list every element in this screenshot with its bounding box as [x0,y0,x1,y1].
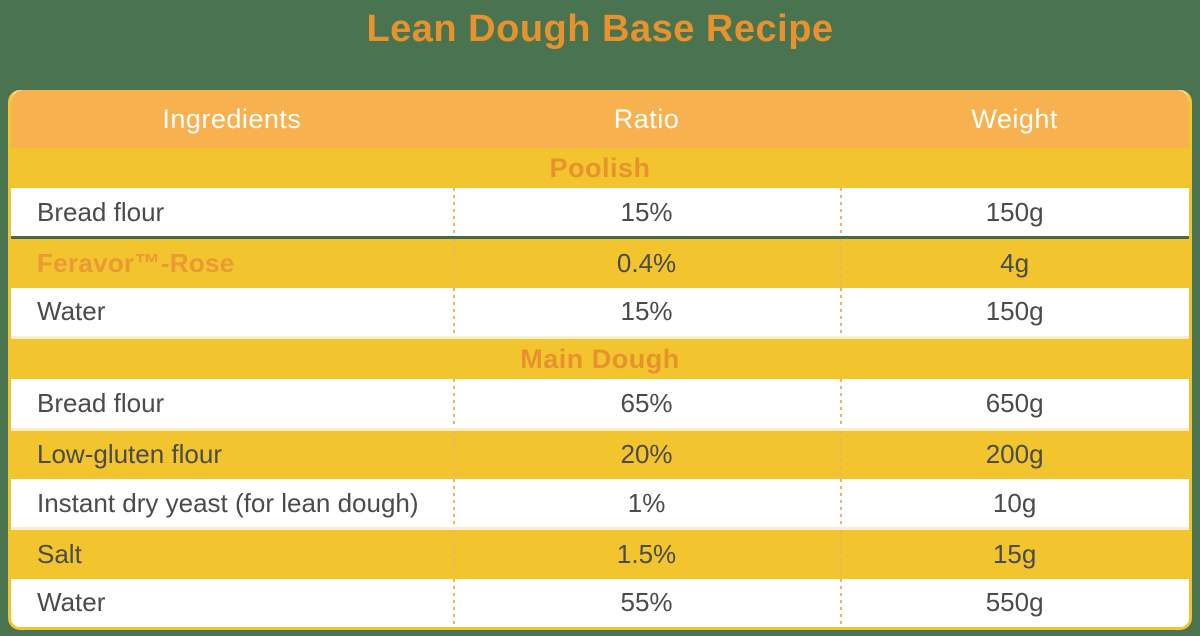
column-header-weight: Weight [971,103,1058,134]
ratio-cell: 15% [620,196,673,227]
ingredient-cell: Bread flour [37,196,165,227]
column-separator [452,287,455,337]
page-title: Lean Dough Base Recipe [366,8,834,50]
title-bar: Lean Dough Base Recipe [0,0,1200,90]
ratio-cell: 20% [620,439,673,470]
column-separator [840,578,843,627]
table-row: Salt 1.5% 15g [11,530,1189,579]
ingredient-cell: Feravor™-Rose [37,248,235,279]
column-separator [452,239,455,288]
section-header-poolish: Poolish [11,148,1189,188]
column-separator [840,478,843,528]
column-header-ratio: Ratio [613,103,680,134]
column-separator [452,578,455,627]
ratio-cell: 65% [620,387,673,418]
weight-cell: 550g [985,587,1044,618]
ratio-cell: 55% [620,587,673,618]
table-row: Water 15% 150g [11,287,1189,340]
weight-cell: 650g [985,387,1044,418]
ingredient-cell: Bread flour [37,387,165,418]
ingredient-cell: Water [37,296,106,327]
table-header-row: Ingredients Ratio Weight [11,90,1189,148]
table-row: Bread flour 15% 150g [11,188,1189,240]
column-separator [452,430,455,479]
ratio-cell: 15% [620,296,673,327]
weight-cell: 150g [985,296,1044,327]
table-row: Bread flour 65% 650g [11,379,1189,431]
column-separator [840,188,843,237]
column-separator [840,379,843,428]
table-row: Feravor™-Rose 0.4% 4g [11,239,1189,288]
ingredient-cell: Water [37,587,106,618]
column-separator [452,478,455,528]
ingredient-cell: Instant dry yeast (for lean dough) [37,487,419,518]
table-row: Water 55% 550g [11,578,1189,627]
ratio-cell: 1% [627,487,666,518]
weight-cell: 200g [985,439,1044,470]
column-separator [840,239,843,288]
column-separator [452,530,455,579]
ingredient-cell: Salt [37,538,82,569]
table-row: Low-gluten flour 20% 200g [11,430,1189,479]
ingredient-cell: Low-gluten flour [37,439,222,470]
ratio-cell: 1.5% [616,538,677,569]
table-row: Instant dry yeast (for lean dough) 1% 10g [11,478,1189,531]
weight-cell: 4g [1000,248,1030,279]
recipe-table: Ingredients Ratio Weight Poolish Bread fl… [8,90,1192,630]
section-header-main-dough: Main Dough [11,339,1189,380]
column-separator [840,430,843,479]
column-separator [452,379,455,428]
ratio-cell: 0.4% [616,248,677,279]
column-separator [840,287,843,337]
weight-cell: 15g [992,538,1037,569]
column-separator [452,188,455,237]
weight-cell: 150g [985,196,1044,227]
column-separator [840,530,843,579]
column-header-ingredients: Ingredients [162,103,302,134]
weight-cell: 10g [992,487,1037,518]
